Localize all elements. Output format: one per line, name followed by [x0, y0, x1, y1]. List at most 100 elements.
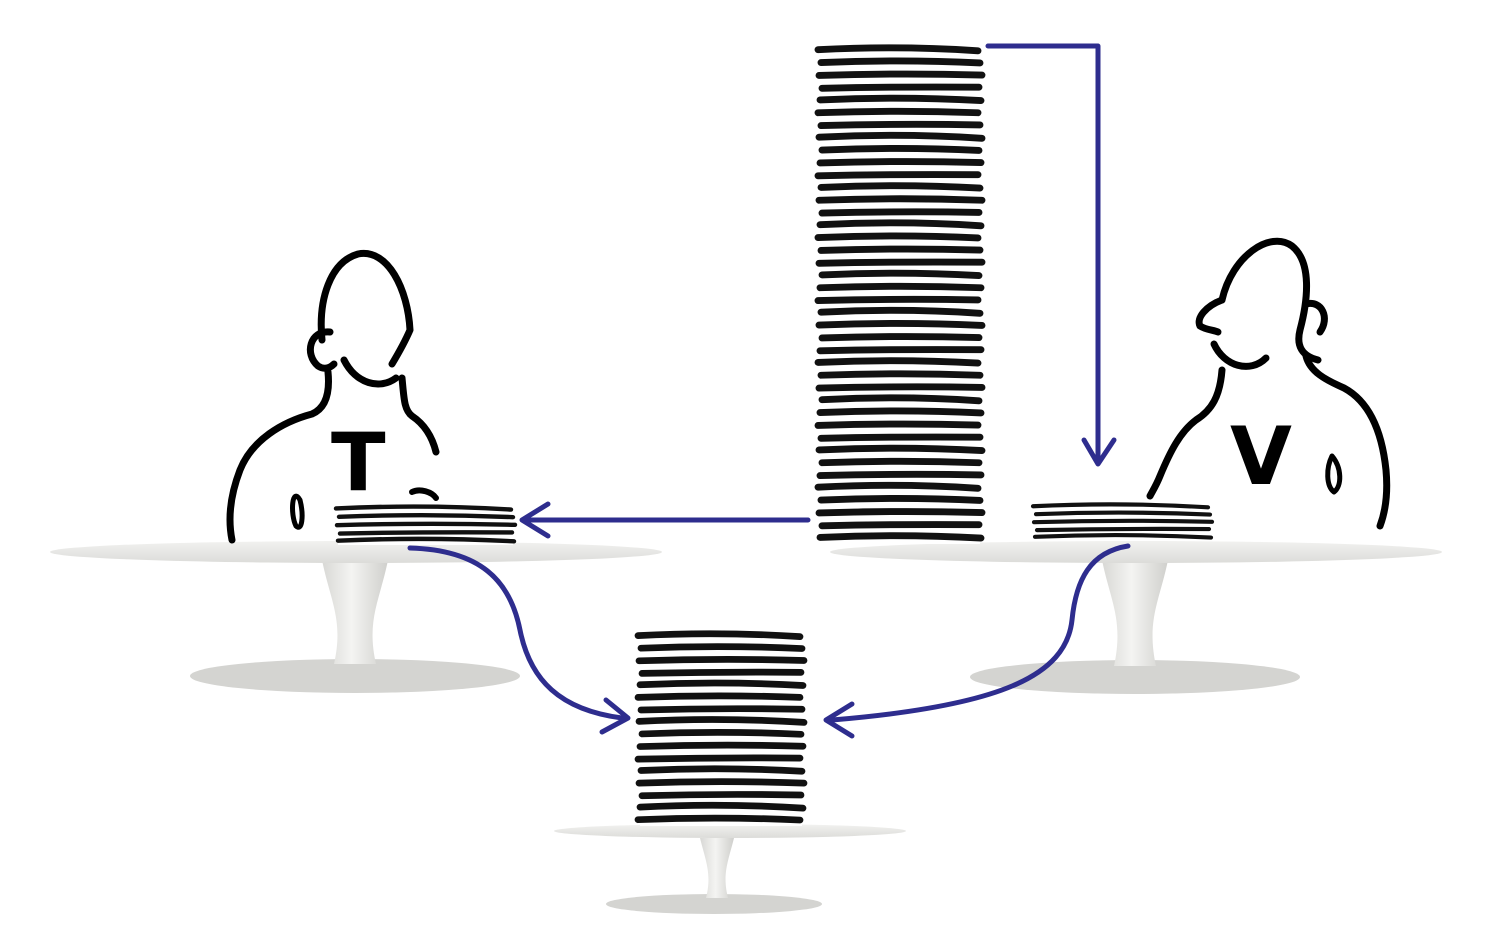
left-table-stem: [322, 560, 388, 664]
plate: [636, 741, 807, 750]
left-person-ear: [306, 328, 338, 372]
plate: [636, 801, 807, 812]
plate: [637, 643, 806, 652]
arrow-left-to-pooled: [407, 545, 625, 721]
plate: [1032, 533, 1214, 540]
bottom-table-base: [606, 894, 822, 914]
plate: [816, 532, 985, 542]
right-table-base: [970, 660, 1300, 694]
plate: [817, 495, 984, 504]
plate: [814, 107, 982, 117]
plate: [1033, 510, 1213, 517]
arrow-right-to-pooled: [829, 543, 1131, 723]
left-plate-stack: [333, 504, 518, 545]
plate: [1030, 502, 1211, 510]
flow-arrows: [407, 43, 1131, 739]
plate: [816, 282, 985, 292]
right-person-shoulder-left: [1146, 366, 1226, 500]
plate: [814, 44, 982, 55]
left-person-smile: [340, 356, 400, 388]
arrow-right-to-pooled-head: [823, 701, 855, 739]
source-plate-stack: [814, 44, 986, 544]
plate: [634, 754, 804, 763]
right-person-arm: [1325, 453, 1343, 495]
arrow-left-to-pooled-head: [599, 697, 631, 735]
plate: [815, 383, 986, 392]
right-person-ear: [1302, 299, 1328, 336]
plate: [818, 208, 983, 217]
right-person-face: [1195, 296, 1226, 336]
bottom-table: [554, 824, 906, 914]
plate: [814, 171, 982, 180]
left-person-label: T: [331, 416, 386, 509]
right-person: [1146, 237, 1391, 530]
plate: [817, 245, 984, 254]
plate: [817, 182, 984, 192]
right-plate-stack: [1030, 502, 1215, 541]
left-person-hand: [409, 487, 439, 501]
plate: [815, 508, 986, 517]
left-person: [226, 250, 440, 544]
plate: [638, 791, 805, 800]
plate: [818, 521, 983, 530]
plate: [816, 219, 985, 230]
plate: [818, 83, 983, 92]
plate: [337, 530, 515, 536]
plate: [818, 269, 983, 280]
plate: [333, 504, 514, 512]
arrow-source-to-right-head: [1081, 437, 1117, 467]
plate: [1034, 526, 1212, 533]
plate: [635, 716, 808, 726]
plate: [817, 306, 984, 317]
plate: [335, 536, 517, 544]
bottom-table-stem: [700, 838, 734, 898]
plate: [336, 513, 516, 520]
right-person-head: [1218, 237, 1322, 364]
plate-stack-backing: [820, 44, 980, 544]
right-person-smile: [1210, 340, 1270, 370]
right-table-top: [830, 541, 1442, 563]
plate: [814, 357, 982, 367]
plate: [634, 692, 804, 701]
plate: [817, 370, 984, 379]
plate: [815, 258, 986, 267]
right-person-label: V: [1230, 410, 1292, 503]
plate: [815, 195, 986, 204]
plate: [818, 333, 983, 342]
plate: [637, 705, 806, 714]
plate: [334, 521, 518, 528]
left-person-head: [317, 250, 414, 368]
plate: [816, 470, 985, 480]
plate: [814, 295, 982, 305]
plate: [817, 433, 984, 442]
plate: [815, 320, 986, 329]
plate: [817, 57, 984, 67]
right-person-torso: [1302, 352, 1391, 530]
plate: [815, 70, 986, 79]
left-table-top: [50, 541, 662, 563]
plate: [635, 778, 808, 787]
plate: [1031, 518, 1215, 525]
plate: [816, 158, 985, 167]
arrow-source-to-right: [985, 43, 1101, 463]
plate: [814, 420, 982, 429]
plate: [638, 668, 805, 677]
plate: [818, 457, 983, 467]
plate: [818, 394, 983, 405]
left-table: [50, 541, 662, 693]
plate: [635, 656, 808, 665]
plate: [637, 765, 806, 775]
plate: [817, 120, 984, 130]
plate: [814, 232, 982, 242]
right-table: [830, 541, 1442, 694]
arrow-source-to-left-head: [519, 501, 551, 539]
left-table-base: [190, 659, 520, 693]
left-person-arm: [290, 493, 305, 530]
plate: [815, 131, 986, 142]
plate: [816, 407, 985, 417]
right-table-stem: [1102, 560, 1168, 666]
left-person-shoulder-right: [398, 374, 440, 456]
plate: [818, 145, 983, 154]
plate: [634, 814, 804, 824]
